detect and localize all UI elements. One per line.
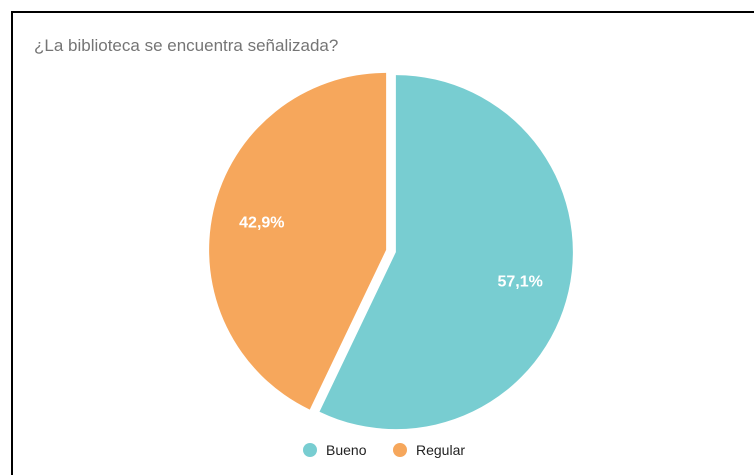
chart-legend: Bueno Regular: [0, 439, 754, 461]
legend-item-bueno[interactable]: Bueno: [303, 439, 366, 461]
pie-slice-bueno[interactable]: [319, 75, 573, 430]
pie-slice-regular[interactable]: [209, 72, 387, 410]
legend-label-bueno: Bueno: [326, 442, 367, 458]
legend-swatch-bueno: [303, 443, 317, 457]
legend-label-regular: Regular: [416, 442, 466, 458]
slice-label-regular: 42,9%: [239, 215, 284, 232]
legend-item-regular[interactable]: Regular: [393, 439, 465, 461]
legend-swatch-regular: [393, 443, 407, 457]
chart-title: ¿La biblioteca se encuentra señalizada?: [34, 36, 339, 55]
slice-label-bueno: 57,1%: [497, 273, 542, 290]
